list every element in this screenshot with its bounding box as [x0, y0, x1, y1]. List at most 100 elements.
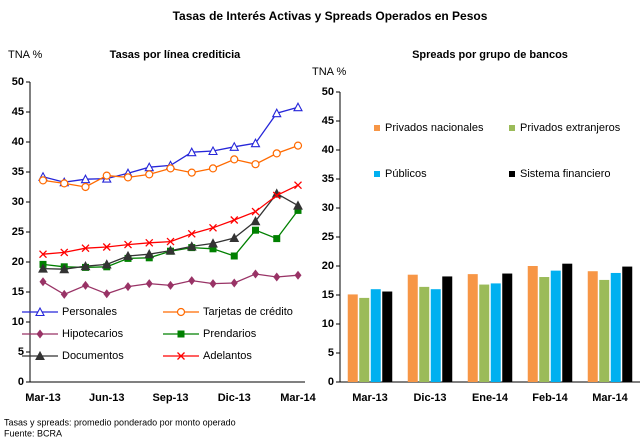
bar [479, 284, 490, 382]
marker [251, 207, 260, 216]
y-tick-label: 30 [322, 202, 334, 214]
bar [407, 274, 418, 382]
marker [145, 170, 154, 179]
marker [39, 277, 47, 287]
y-tick-label: 45 [12, 106, 24, 118]
marker [293, 102, 303, 112]
legend-label: Tarjetas de crédito [203, 306, 293, 318]
y-tick-label: 35 [12, 166, 24, 178]
marker [250, 138, 261, 148]
x-tick-label: Dic-13 [413, 392, 446, 404]
x-tick-label: Mar-13 [352, 392, 387, 404]
marker [166, 164, 175, 173]
marker [188, 276, 196, 286]
y-axis-label: TNA % [8, 49, 42, 61]
bar [370, 289, 381, 382]
bar [527, 266, 538, 382]
legend-swatch [509, 125, 515, 131]
marker [36, 329, 44, 339]
marker [35, 306, 45, 317]
legend-label: Públicos [385, 168, 427, 180]
x-tick-label: Mar-14 [280, 392, 316, 404]
bar [622, 266, 633, 382]
marker [252, 226, 259, 234]
y-tick-label: 10 [322, 318, 334, 330]
bar [419, 286, 430, 382]
marker [294, 270, 302, 280]
y-tick-label: 40 [12, 136, 24, 148]
legend-label: Adelantos [203, 350, 252, 362]
marker [208, 164, 218, 173]
bar [467, 274, 478, 382]
x-tick-label: Feb-14 [532, 392, 568, 404]
legend-label: Prendarios [203, 328, 257, 340]
y-tick-label: 25 [12, 226, 24, 238]
bar [587, 271, 598, 382]
marker [209, 223, 217, 232]
legend-label: Documentos [62, 350, 124, 362]
marker [82, 280, 89, 290]
y-tick-label: 35 [322, 173, 334, 185]
chart-subtitle: Spreads por grupo de bancos [412, 49, 568, 61]
bar [430, 289, 441, 382]
bar [502, 273, 513, 382]
marker [144, 249, 155, 259]
marker [177, 352, 185, 360]
marker [123, 173, 133, 182]
y-tick-label: 50 [12, 76, 24, 88]
marker [293, 141, 303, 150]
chart-title: Tasas de Interés Activas y Spreads Opera… [173, 9, 488, 23]
marker [187, 229, 196, 238]
bar [359, 297, 370, 382]
marker [273, 272, 281, 282]
marker [145, 279, 153, 289]
marker [102, 243, 111, 251]
marker [81, 182, 90, 192]
marker [251, 160, 260, 169]
bar [442, 276, 453, 382]
y-tick-label: 45 [322, 115, 334, 127]
marker [145, 238, 154, 247]
marker [167, 280, 174, 290]
y-tick-label: 25 [322, 231, 334, 243]
marker [230, 252, 238, 260]
y-tick-label: 0 [18, 376, 24, 388]
y-tick-label: 50 [322, 86, 334, 98]
x-tick-label: Dic-13 [218, 392, 251, 404]
marker [229, 232, 240, 243]
marker [123, 250, 133, 261]
x-tick-label: Mar-13 [25, 392, 60, 404]
y-tick-label: 15 [322, 289, 334, 301]
marker [252, 269, 259, 279]
marker [273, 235, 281, 243]
y-axis-label: TNA % [312, 66, 346, 78]
y-tick-label: 20 [12, 256, 24, 268]
marker [124, 240, 132, 249]
legend-swatch [374, 125, 380, 131]
marker [165, 245, 176, 255]
y-tick-label: 40 [322, 144, 334, 156]
y-tick-label: 0 [328, 376, 334, 388]
series-line [42, 184, 299, 255]
marker [186, 147, 197, 157]
marker [208, 145, 218, 156]
marker [102, 171, 111, 180]
bar [550, 270, 561, 382]
marker [294, 206, 302, 214]
bar [382, 291, 393, 382]
marker [39, 250, 47, 259]
marker [293, 200, 303, 210]
marker [35, 350, 45, 361]
marker [59, 264, 70, 274]
marker [230, 278, 238, 288]
x-tick-label: Jun-13 [89, 392, 124, 404]
legend-label: Sistema financiero [520, 168, 611, 180]
bar [490, 283, 501, 382]
legend-swatch [374, 171, 380, 177]
y-tick-label: 30 [12, 196, 24, 208]
marker [38, 263, 48, 273]
marker [250, 216, 261, 226]
marker [166, 237, 175, 246]
chart-subtitle: Tasas por línea crediticia [110, 49, 242, 61]
legend-label: Privados extranjeros [520, 122, 621, 134]
